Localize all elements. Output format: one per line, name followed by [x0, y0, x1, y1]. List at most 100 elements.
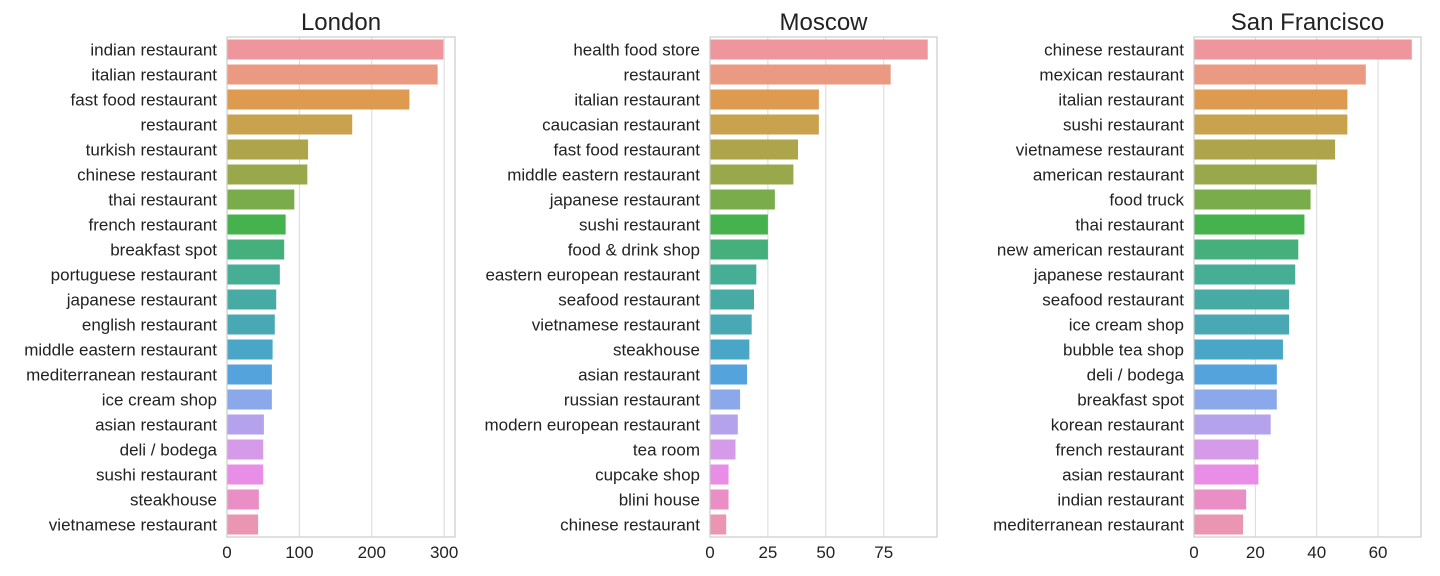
y-tick-label: sushi restaurant — [579, 216, 700, 235]
x-tick-label: 300 — [430, 543, 458, 562]
bar — [1194, 264, 1296, 285]
bar — [710, 64, 891, 85]
bar — [1194, 289, 1290, 310]
y-tick-label: middle eastern restaurant — [24, 341, 217, 360]
x-tick-label: 0 — [1189, 543, 1198, 562]
bar — [227, 264, 280, 285]
bar — [1194, 214, 1305, 235]
y-tick-label: thai restaurant — [1075, 216, 1184, 235]
x-tick-label: 60 — [1369, 543, 1388, 562]
y-tick-label: health food store — [573, 41, 700, 60]
y-tick-label: eastern european restaurant — [485, 266, 700, 285]
y-tick-label: tea room — [633, 441, 700, 460]
bar — [1194, 89, 1348, 110]
bar — [1194, 114, 1348, 135]
y-tick-label: japanese restaurant — [549, 191, 701, 210]
y-tick-label: french restaurant — [1055, 441, 1184, 460]
y-tick-label: restaurant — [140, 116, 217, 135]
y-tick-label: mexican restaurant — [1039, 66, 1184, 85]
y-tick-label: caucasian restaurant — [542, 116, 700, 135]
x-tick-label: 0 — [222, 543, 231, 562]
bar — [227, 514, 259, 535]
plot-frame — [1193, 36, 1422, 538]
x-tick-label: 75 — [874, 543, 893, 562]
bar — [710, 114, 819, 135]
x-tick-label: 25 — [758, 543, 777, 562]
y-tick-label: indian restaurant — [90, 41, 217, 60]
bar — [1194, 514, 1244, 535]
y-tick-label: japanese restaurant — [1033, 266, 1185, 285]
y-tick-label: chinese restaurant — [77, 166, 217, 185]
y-tick-label: food truck — [1109, 191, 1184, 210]
bar — [1194, 164, 1317, 185]
y-tick-label: new american restaurant — [997, 241, 1184, 260]
y-tick-label: blini house — [619, 491, 700, 510]
y-tick-label: mediterranean restaurant — [26, 366, 217, 385]
y-tick-label: turkish restaurant — [86, 141, 218, 160]
bar — [1194, 364, 1277, 385]
y-tick-label: korean restaurant — [1051, 416, 1185, 435]
y-tick-label: chinese restaurant — [560, 516, 700, 535]
x-tick-label: 200 — [358, 543, 386, 562]
y-tick-label: sushi restaurant — [96, 466, 217, 485]
chart-panel-1: health food store restaurant italian resta… — [485, 9, 938, 562]
bar — [227, 89, 410, 110]
bar — [710, 489, 729, 510]
chart-title: London — [301, 9, 381, 36]
y-tick-label: japanese restaurant — [66, 291, 218, 310]
plot-frame — [226, 36, 456, 538]
y-tick-label: italian restaurant — [1058, 91, 1184, 110]
y-tick-label: sushi restaurant — [1063, 116, 1184, 135]
y-tick-label: vietnamese restaurant — [49, 516, 217, 535]
y-tick-label: seafood restaurant — [1042, 291, 1184, 310]
bar — [710, 139, 799, 160]
bar — [710, 214, 768, 235]
y-tick-label: bubble tea shop — [1063, 341, 1184, 360]
y-tick-label: ice cream shop — [102, 391, 217, 410]
y-tick-label: steakhouse — [130, 491, 217, 510]
bar — [227, 389, 272, 410]
y-tick-label: portuguese restaurant — [51, 266, 218, 285]
bar — [710, 464, 729, 485]
y-tick-label: deli / bodega — [120, 441, 218, 460]
bar — [1194, 239, 1299, 260]
x-tick-label: 20 — [1246, 543, 1265, 562]
bar — [227, 464, 264, 485]
y-tick-label: american restaurant — [1033, 166, 1184, 185]
bar — [227, 439, 264, 460]
bar — [227, 364, 272, 385]
bar — [710, 314, 752, 335]
bar — [1194, 339, 1283, 360]
bar — [710, 189, 775, 210]
bar — [1194, 314, 1290, 335]
bar — [1194, 414, 1271, 435]
y-tick-label: ice cream shop — [1069, 316, 1184, 335]
y-tick-label: asian restaurant — [1062, 466, 1184, 485]
y-tick-label: asian restaurant — [95, 416, 217, 435]
y-tick-label: breakfast spot — [110, 241, 217, 260]
chart-title: Moscow — [779, 9, 868, 36]
x-tick-label: 40 — [1307, 543, 1326, 562]
bar — [710, 264, 757, 285]
bar — [227, 164, 308, 185]
y-tick-label: mediterranean restaurant — [993, 516, 1184, 535]
y-tick-label: middle eastern restaurant — [507, 166, 700, 185]
y-tick-label: vietnamese restaurant — [1016, 141, 1184, 160]
bar — [710, 164, 794, 185]
bar — [710, 289, 755, 310]
bar — [1194, 489, 1247, 510]
bar — [227, 189, 295, 210]
bar — [710, 239, 768, 260]
plot-frame — [709, 36, 938, 538]
bar — [1194, 139, 1336, 160]
bar — [227, 39, 444, 60]
y-tick-label: fast food restaurant — [71, 91, 218, 110]
chart-title: San Francisco — [1231, 9, 1384, 36]
bar — [1194, 64, 1366, 85]
bar — [1194, 439, 1259, 460]
bar — [227, 339, 273, 360]
bar — [710, 339, 750, 360]
y-tick-label: deli / bodega — [1087, 366, 1185, 385]
bar — [1194, 189, 1311, 210]
